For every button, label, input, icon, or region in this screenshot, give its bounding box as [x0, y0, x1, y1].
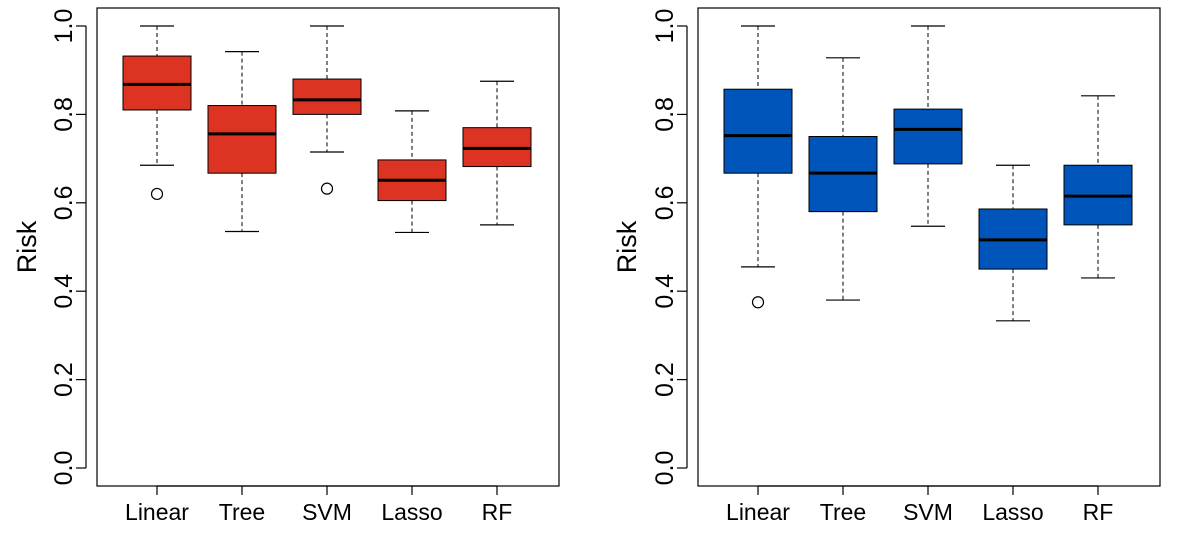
y-tick-label: 0.4 [50, 274, 78, 309]
y-tick-label: 0.8 [50, 97, 78, 132]
outlier-point [320, 182, 334, 195]
y-tick-label: 0.6 [651, 185, 679, 220]
x-tick-label: Tree [820, 499, 866, 525]
y-tick-label: 0.2 [651, 362, 679, 397]
box-svm [893, 25, 963, 227]
x-tick-label: RF [482, 499, 513, 525]
box-rf [1063, 95, 1133, 279]
y-tick-label: 1.0 [651, 9, 679, 44]
iqr-box [723, 88, 793, 174]
box-linear [723, 25, 793, 309]
x-tick-label: Linear [726, 499, 790, 525]
box-svm [292, 25, 362, 195]
y-axis-title: Risk [612, 220, 642, 273]
outlier-point [751, 296, 765, 309]
y-tick-label: 0.0 [50, 451, 78, 486]
box-lasso [377, 110, 447, 234]
y-tick-label: 0.4 [651, 274, 679, 309]
box-tree [207, 51, 277, 233]
box-rf [462, 80, 532, 226]
iqr-box [292, 78, 362, 115]
y-tick-label: 1.0 [50, 9, 78, 44]
y-tick-label: 0.6 [50, 185, 78, 220]
box-linear [122, 25, 192, 201]
right-panel: 0.0 0.2 0.4 0.6 0.8 1.0 Risk Linear Tree SVM Lasso… [612, 7, 1161, 525]
y-axis-title: Risk [12, 220, 42, 273]
outlier-point [150, 187, 164, 201]
x-tick-label: RF [1083, 499, 1114, 525]
x-tick-label: SVM [903, 499, 953, 525]
x-tick-label: SVM [302, 499, 352, 525]
x-tick-label: Tree [219, 499, 265, 525]
x-tick-label: Lasso [381, 499, 442, 525]
x-tick-label: Lasso [982, 499, 1043, 525]
left-panel: 0.0 0.2 0.4 0.6 0.8 1.0 Risk Linear Tree SVM Lasso… [12, 7, 560, 525]
y-tick-label: 0.2 [50, 362, 78, 397]
y-tick-label: 0.8 [651, 97, 679, 132]
iqr-box [207, 105, 277, 174]
plot-frame [697, 7, 1161, 487]
iqr-box [893, 108, 963, 165]
x-tick-label: Linear [125, 499, 189, 525]
box-tree [808, 57, 878, 301]
y-tick-label: 0.0 [651, 451, 679, 486]
box-lasso [978, 164, 1048, 322]
